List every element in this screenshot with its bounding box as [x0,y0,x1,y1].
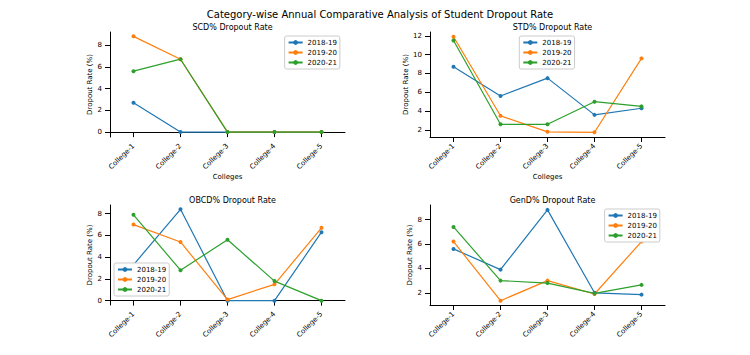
svg-text:College-5: College-5 [615,310,644,339]
svg-text:College-5: College-5 [295,142,324,171]
svg-text:2019-20: 2019-20 [137,276,166,284]
svg-text:2: 2 [98,106,102,114]
svg-text:8: 8 [98,41,102,49]
svg-text:0: 0 [98,128,102,136]
svg-text:2019-20: 2019-20 [542,49,571,57]
svg-text:10: 10 [413,51,422,59]
svg-text:2018-19: 2018-19 [137,266,166,274]
svg-text:College-2: College-2 [474,142,503,171]
svg-text:College-4: College-4 [568,310,597,339]
svg-text:Category-wise Annual Comparati: Category-wise Annual Comparative Analysi… [207,9,553,20]
svg-text:College-3: College-3 [201,142,230,171]
svg-text:6: 6 [98,63,103,71]
svg-text:0: 0 [98,297,102,305]
svg-text:College-5: College-5 [615,142,644,171]
svg-text:College-1: College-1 [107,142,136,171]
svg-text:College-2: College-2 [154,142,183,171]
svg-text:4: 4 [418,107,423,115]
svg-text:College-2: College-2 [474,310,503,339]
svg-text:Dropout Rate (%): Dropout Rate (%) [86,54,94,115]
svg-text:College-3: College-3 [521,142,550,171]
svg-text:OBCD% Dropout Rate: OBCD% Dropout Rate [189,196,276,205]
svg-text:College-1: College-1 [427,310,456,339]
svg-text:College-3: College-3 [201,310,230,339]
svg-text:2: 2 [98,275,102,283]
svg-text:SCD% Dropout Rate: SCD% Dropout Rate [192,23,272,32]
svg-text:8: 8 [418,69,422,77]
svg-text:College-4: College-4 [248,142,277,171]
svg-text:2020-21: 2020-21 [308,59,337,67]
svg-text:2018-19: 2018-19 [542,39,571,47]
svg-text:2018-19: 2018-19 [308,39,337,47]
svg-text:8: 8 [98,210,102,218]
svg-text:2019-20: 2019-20 [308,49,337,57]
svg-text:6: 6 [98,231,103,239]
svg-text:GenD% Dropout Rate: GenD% Dropout Rate [510,196,596,205]
svg-text:Dropout Rate (%): Dropout Rate (%) [86,224,94,285]
svg-text:8: 8 [418,216,422,224]
svg-text:4: 4 [98,253,103,261]
svg-text:4: 4 [98,85,103,93]
svg-text:College-4: College-4 [568,142,597,171]
svg-text:2: 2 [418,289,422,297]
svg-text:STD% Dropout Rate: STD% Dropout Rate [513,23,593,32]
svg-text:2018-19: 2018-19 [628,212,657,220]
svg-text:College-1: College-1 [427,142,456,171]
svg-text:College-5: College-5 [295,310,324,339]
svg-text:4: 4 [418,264,423,272]
svg-text:College-4: College-4 [248,310,277,339]
svg-text:Dropout Rate (%): Dropout Rate (%) [402,54,410,115]
svg-text:College-2: College-2 [154,310,183,339]
svg-text:College-1: College-1 [107,310,136,339]
svg-text:6: 6 [418,240,423,248]
svg-text:2019-20: 2019-20 [628,222,657,230]
svg-text:2020-21: 2020-21 [137,286,166,294]
svg-text:Colleges: Colleges [213,173,243,181]
svg-text:6: 6 [418,88,423,96]
svg-text:12: 12 [413,32,422,40]
svg-text:2: 2 [418,126,422,134]
svg-text:2020-21: 2020-21 [628,232,657,240]
svg-text:Colleges: Colleges [533,173,563,181]
svg-text:Dropout Rate (%): Dropout Rate (%) [406,224,414,285]
svg-text:2020-21: 2020-21 [542,59,571,67]
svg-text:College-3: College-3 [521,310,550,339]
